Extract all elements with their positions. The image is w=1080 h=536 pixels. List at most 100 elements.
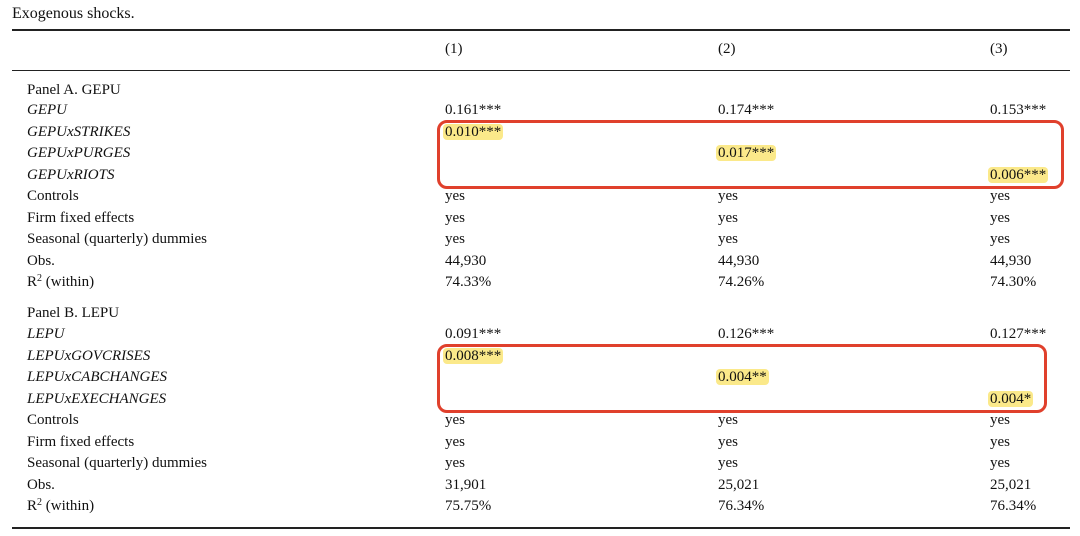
cell-col-3: 0.153*** (990, 102, 1046, 119)
row-label: Controls (27, 188, 79, 205)
row-label-text: Firm fixed effects (27, 209, 135, 226)
table-row: GEPUxPURGES 0.017*** (0, 145, 1080, 166)
row-label-text: GEPU (27, 102, 67, 118)
cell-col-2: 0.126*** (718, 326, 774, 343)
highlighted-value: 0.004* (988, 390, 1034, 407)
row-label-text: LEPUxCABCHANGES (27, 369, 167, 385)
cell-value: yes (445, 188, 465, 204)
table-row: LEPUxGOVCRISES 0.008*** (0, 347, 1080, 369)
row-label: Firm fixed effects (27, 210, 134, 227)
table-title: Exogenous shocks. (12, 5, 135, 22)
cell-col-2: 25,021 (718, 477, 759, 494)
cell-value: yes (990, 188, 1010, 204)
cell-col-2: 0.174*** (718, 102, 774, 119)
header-rule (12, 70, 1070, 71)
table-row: Obs. 31,901 25,021 25,021 (0, 477, 1080, 498)
row-label-text: Controls (27, 188, 79, 204)
table-row: Obs. 44,930 44,930 44,930 (0, 253, 1080, 274)
cell-value: 76.34% (990, 498, 1037, 514)
column-header-3: (3) (990, 41, 1008, 57)
cell-col-2: yes (718, 188, 738, 205)
panel-b-title: Panel B. LEPU (27, 305, 120, 321)
cell-col-3: yes (990, 231, 1010, 248)
cell-value: 31,901 (445, 476, 487, 493)
cell-value: 74.26% (718, 274, 765, 290)
cell-col-2: yes (718, 455, 738, 472)
cell-value: yes (718, 188, 738, 204)
top-rule (12, 29, 1070, 31)
row-label-text: Obs. (27, 252, 55, 269)
table-row: Controls yes yes yes (0, 412, 1080, 433)
cell-value: yes (718, 209, 738, 226)
cell-value: 74.30% (990, 274, 1037, 290)
cell-col-2: 74.26% (718, 274, 764, 291)
column-header-1: (1) (445, 41, 463, 57)
cell-value: 44,930 (990, 252, 1032, 269)
row-label: Controls (27, 412, 79, 429)
row-label: GEPU (27, 102, 67, 119)
row-label: GEPUxRIOTS (27, 167, 114, 184)
cell-value: yes (990, 433, 1010, 450)
row-label: LEPUxGOVCRISES (27, 348, 150, 365)
cell-col-1: 31,901 (445, 477, 486, 494)
table-row: GEPUxRIOTS 0.006*** (0, 166, 1080, 188)
cell-value: 0.174*** (718, 102, 775, 118)
row-label: LEPUxCABCHANGES (27, 369, 167, 386)
bottom-rule (12, 527, 1070, 529)
panel-a-title: Panel A. GEPU (27, 82, 121, 98)
cell-col-2: yes (718, 231, 738, 248)
cell-value: yes (445, 209, 465, 226)
cell-col-3: yes (990, 188, 1010, 205)
cell-col-3: 0.127*** (990, 326, 1046, 343)
cell-value: 0.153*** (990, 102, 1047, 118)
cell-col-3: 76.34% (990, 498, 1036, 515)
cell-value: 0.161*** (445, 102, 502, 118)
cell-value: yes (990, 231, 1010, 247)
cell-col-2: yes (718, 412, 738, 429)
table-row: R2 (within) 74.33% 74.26% 74.30% (0, 274, 1080, 295)
table-row: GEPU 0.161*** 0.174*** 0.153*** (0, 102, 1080, 123)
row-label: LEPUxEXECHANGES (27, 391, 166, 408)
row-label-suffix: (within) (42, 498, 95, 514)
row-label-text: GEPUxSTRIKES (27, 123, 131, 140)
table-row: GEPUxSTRIKES 0.010*** (0, 123, 1080, 145)
highlighted-value: 0.004** (716, 369, 769, 385)
cell-value: 75.75% (445, 498, 492, 514)
row-label-text: Seasonal (quarterly) dummies (27, 231, 207, 247)
cell-col-3: yes (990, 455, 1010, 472)
row-label: Obs. (27, 253, 55, 270)
row-label: Seasonal (quarterly) dummies (27, 231, 207, 248)
cell-col-1: yes (445, 455, 465, 472)
cell-col-1: 0.161*** (445, 102, 501, 119)
cell-col-1: 0.010*** (443, 123, 504, 141)
cell-col-2: 76.34% (718, 498, 764, 515)
row-label-text: Seasonal (quarterly) dummies (27, 455, 207, 471)
cell-col-1: yes (445, 434, 465, 451)
table-row: Seasonal (quarterly) dummies yes yes yes (0, 231, 1080, 252)
table-row: Firm fixed effects yes yes yes (0, 210, 1080, 231)
cell-col-2: yes (718, 434, 738, 451)
cell-value: yes (445, 412, 465, 428)
row-label: GEPUxSTRIKES (27, 124, 130, 141)
row-label-suffix: (within) (42, 274, 95, 290)
row-label-text: LEPU (27, 326, 65, 342)
highlighted-value: 0.017*** (716, 145, 777, 161)
cell-col-3: 0.006*** (988, 166, 1049, 184)
table-row: LEPUxCABCHANGES 0.004** (0, 369, 1080, 390)
highlighted-value: 0.006*** (988, 166, 1049, 183)
row-label: LEPU (27, 326, 65, 343)
row-label-text: Firm fixed effects (27, 433, 135, 450)
row-label: Seasonal (quarterly) dummies (27, 455, 207, 472)
cell-col-3: yes (990, 412, 1010, 429)
row-label-text: LEPUxGOVCRISES (27, 347, 151, 364)
cell-col-1: 0.091*** (445, 326, 501, 343)
cell-value: yes (718, 412, 738, 428)
row-label: R2 (within) (27, 274, 94, 291)
cell-col-1: 75.75% (445, 498, 491, 515)
cell-value: 25,021 (990, 476, 1032, 493)
cell-col-3: yes (990, 210, 1010, 227)
cell-col-3: 0.004* (988, 390, 1034, 408)
cell-col-1: 74.33% (445, 274, 491, 291)
table-row: Firm fixed effects yes yes yes (0, 434, 1080, 455)
highlighted-value: 0.010*** (443, 123, 504, 140)
